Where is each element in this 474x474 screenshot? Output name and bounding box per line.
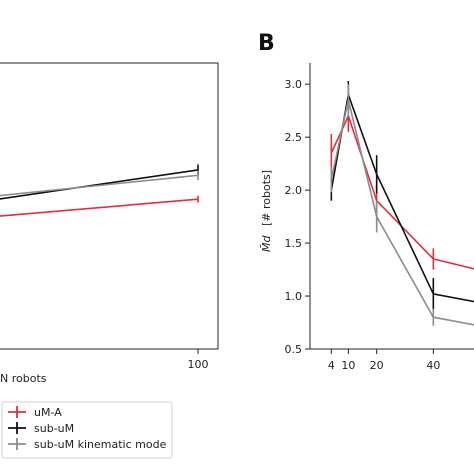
- panel-b-x-tick-label: 4: [328, 359, 335, 372]
- panel-a-series-line: [0, 198, 199, 217]
- legend-frame: [1, 401, 173, 459]
- panel-a: 100 N robots: [0, 62, 219, 385]
- legend-entries: uM-A sub-uM sub-uM kinematic mode: [8, 406, 167, 451]
- panel-b-y-tick-label: 1.0: [285, 290, 303, 303]
- panel-a-series-line: [0, 174, 199, 197]
- panel-b-x-tick-label: 20: [370, 359, 384, 372]
- legend-entry-label: sub-uM kinematic mode: [34, 438, 167, 451]
- panel-a-xlabel: N robots: [0, 372, 47, 385]
- panel-b-y-tick-label: 3.0: [285, 78, 303, 91]
- panel-b-y-tick-label: 2.5: [285, 131, 303, 144]
- panel-b-ylabel: M̄d [# robots]: [260, 170, 273, 252]
- panel-b-ylabel-symbol: M̄d: [260, 235, 273, 252]
- panel-a-marks: 100: [0, 164, 209, 371]
- panel-b-y-tick-label: 0.5: [285, 343, 303, 356]
- legend: uM-A sub-uM sub-uM kinematic mode: [1, 401, 173, 459]
- panel-b-series-line: [330, 91, 474, 303]
- panel-b-series-line: [330, 99, 474, 326]
- legend-entry-label: sub-uM: [34, 422, 74, 435]
- panel-b-marks: 0.5 1.0 1.5 2.0 2.5 3.0 4 10 20 40: [285, 78, 474, 372]
- panel-b-label: B: [258, 31, 275, 56]
- panel-b-ylabel-text: [# robots]: [260, 170, 273, 226]
- panel-b-series-line: [330, 113, 474, 270]
- panel-b-x-tick-label: 40: [426, 359, 440, 372]
- legend-entry-label: uM-A: [34, 406, 62, 419]
- panel-b-x-tick-label: 10: [341, 359, 355, 372]
- panel-a-series-line: [0, 169, 199, 200]
- panel-a-x-tick-label: 100: [188, 358, 209, 371]
- panel-b-y-tick-label: 2.0: [285, 184, 303, 197]
- panel-b-y-tick-label: 1.5: [285, 237, 303, 250]
- panel-b: B 0.5 1.0 1.5 2.0 2.5 3.0 4 10 20 40 M̄d [# robot…: [258, 31, 474, 372]
- panel-a-axes-frame: [0, 62, 219, 350]
